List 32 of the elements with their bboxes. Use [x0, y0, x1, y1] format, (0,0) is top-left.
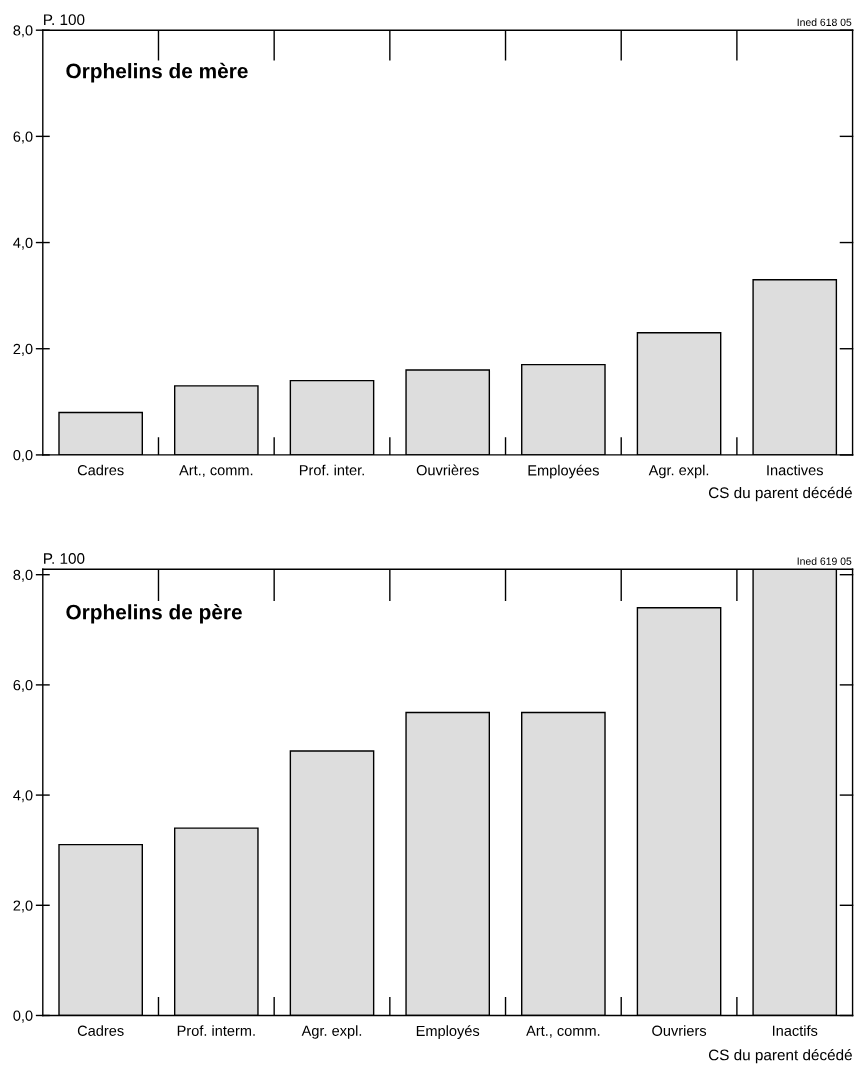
text: Ined 619 05	[797, 557, 852, 565]
x-tick-label: Inactifs	[772, 1025, 818, 1036]
y-tick-label: 8,0	[13, 25, 33, 38]
x-tick-label: Prof. interm.	[177, 1025, 255, 1036]
y-tick-label: 0,0	[13, 450, 33, 463]
text: Ined 618 05	[797, 18, 852, 26]
y-tick-label: 4,0	[13, 237, 33, 250]
y-tick-label: 0,0	[13, 1010, 33, 1023]
y-tick-label: 4,0	[13, 790, 33, 803]
text: Orphelins de mère	[66, 62, 248, 83]
x-tick-label: Prof. inter.	[299, 464, 364, 476]
x-tick-label: Cadres	[77, 1025, 124, 1036]
x-tick-label: Art., comm.	[179, 465, 253, 478]
x-tick-label: Agr. expl.	[648, 464, 709, 479]
text: Orphelins de père	[66, 604, 242, 624]
x-tick-label: Ouvriers	[652, 1025, 707, 1036]
x-tick-label: Cadres	[77, 464, 124, 476]
y-tick-label: 2,0	[13, 343, 33, 356]
y-tick-label: 6,0	[13, 679, 33, 693]
x-tick-label: Ouvrières	[416, 464, 479, 476]
x-tick-label: Employés	[416, 1025, 480, 1039]
y-axis-title: P. 100	[44, 14, 85, 26]
x-axis-title: CS du parent décédé	[708, 486, 852, 502]
x-tick-label: Employées	[528, 464, 599, 479]
x-tick-label: Inactives	[767, 464, 823, 476]
x-tick-label: Agr. expl.	[301, 1025, 362, 1039]
y-tick-label: 2,0	[13, 900, 33, 913]
x-tick-label: Art., comm.	[526, 1025, 600, 1038]
x-axis-title: CS du parent décédé	[708, 1048, 852, 1064]
y-tick-label: 8,0	[13, 569, 33, 582]
y-axis-title: P. 100	[44, 553, 85, 564]
y-tick-label: 6,0	[13, 131, 33, 144]
